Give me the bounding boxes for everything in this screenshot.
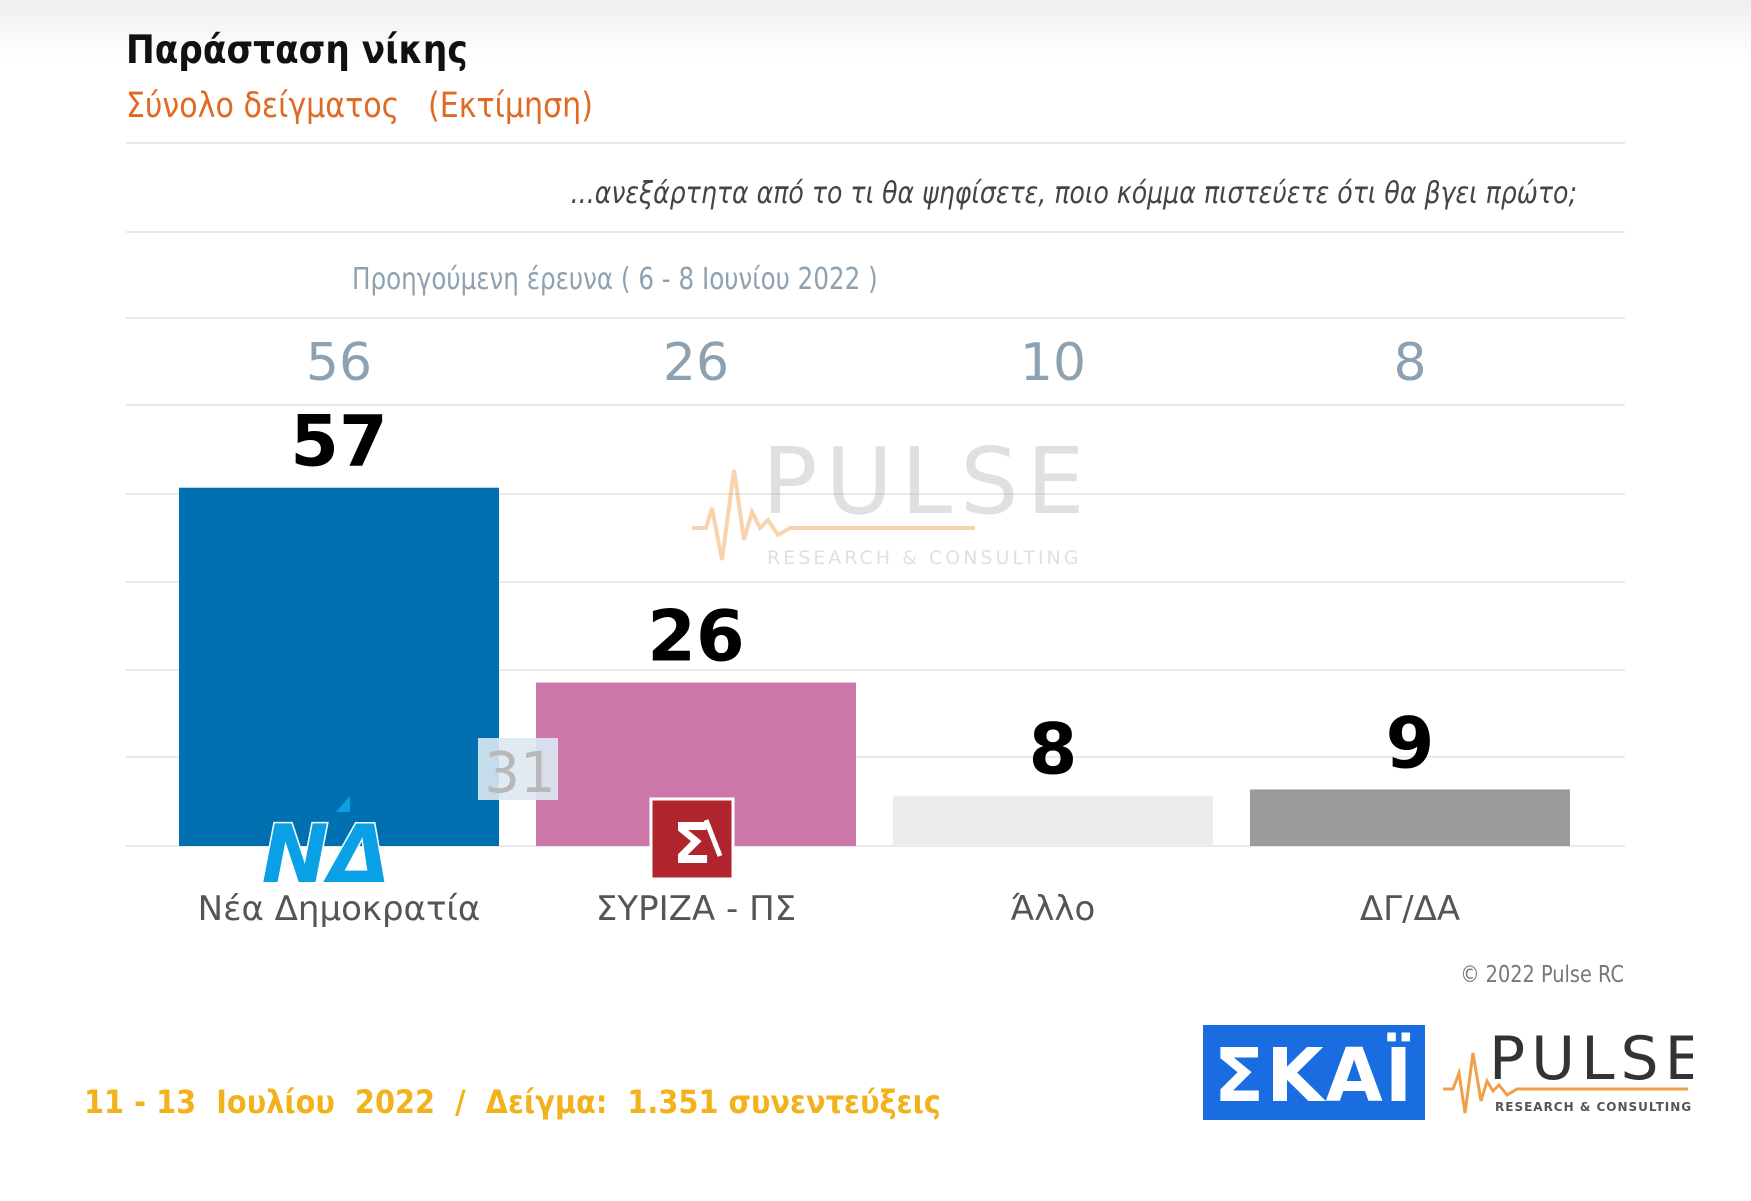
chart-marks: 57 56 Νέα Δημοκρατία 26 26 ΣΥΡΙΖΑ - ΠΣ 8 10 Άλλο…: [179, 333, 1570, 929]
page-subtitle: Σύνολο δείγματος (Εκτίμηση): [126, 86, 593, 126]
pulse-logo-text: PULSE: [1489, 1025, 1693, 1094]
previous-survey-label: Προηγούμενη έρευνα ( 6 - 8 Ιουνίου 2022 …: [352, 262, 878, 297]
previous-value-label-3: 10: [1020, 333, 1086, 393]
pulse-watermark-heartbeat-icon: [692, 469, 975, 561]
category-label-3: Άλλο: [1011, 889, 1096, 929]
syriza-logo: Σ: [649, 797, 735, 881]
syriza-logo-star-icon: [703, 819, 723, 857]
pulse-watermark: PULSE RESEARCH & CONSULTING: [692, 428, 1093, 569]
nd-logo: ΝΔ: [260, 796, 392, 903]
bar-1: [179, 487, 499, 846]
pulse-logo: PULSE RESEARCH & CONSULTING: [1443, 1025, 1693, 1114]
pulse-watermark-tagline: RESEARCH & CONSULTING: [767, 547, 1082, 569]
category-label-2: ΣΥΡΙΖΑ - ΠΣ: [596, 889, 796, 929]
previous-value-label-2: 26: [663, 333, 729, 393]
copyright: © 2022 Pulse RC: [1460, 962, 1624, 988]
nd-logo-text: ΝΔ: [262, 808, 391, 901]
bar-3: [893, 795, 1213, 846]
category-label-1: Νέα Δημοκρατία: [198, 889, 481, 929]
skai-logo: ΣΚΑΪ: [1203, 1025, 1425, 1120]
skai-logo-text: ΣΚΑΪ: [1214, 1032, 1415, 1119]
pulse-logo-tagline: RESEARCH & CONSULTING: [1495, 1100, 1692, 1114]
gap-label-text: 31: [484, 741, 555, 806]
bar-value-label-3: 8: [1029, 709, 1078, 791]
previous-value-label-1: 56: [306, 333, 372, 393]
gap-label: 31: [478, 738, 558, 806]
pulse-watermark-brand: PULSE: [762, 428, 1093, 535]
pulse-logo-heartbeat-icon: [1443, 1052, 1688, 1114]
page-title: Παράσταση νίκης: [126, 28, 468, 73]
previous-value-label-4: 8: [1393, 333, 1426, 393]
category-label-4: ΔΓ/ΔΑ: [1360, 889, 1460, 929]
bar-value-label-4: 9: [1386, 702, 1435, 784]
survey-question: ...ανεξάρτητα από το τι θα ψηφίσετε, ποι…: [570, 176, 1577, 211]
bar-value-label-2: 26: [647, 596, 744, 678]
nd-logo-triangle-icon: [336, 796, 350, 812]
survey-info: 11 - 13 Ιουλίου 2022 / Δείγμα: 1.351 συν…: [84, 1083, 941, 1121]
bar-value-label-1: 57: [290, 401, 387, 483]
bar-4: [1250, 789, 1570, 846]
